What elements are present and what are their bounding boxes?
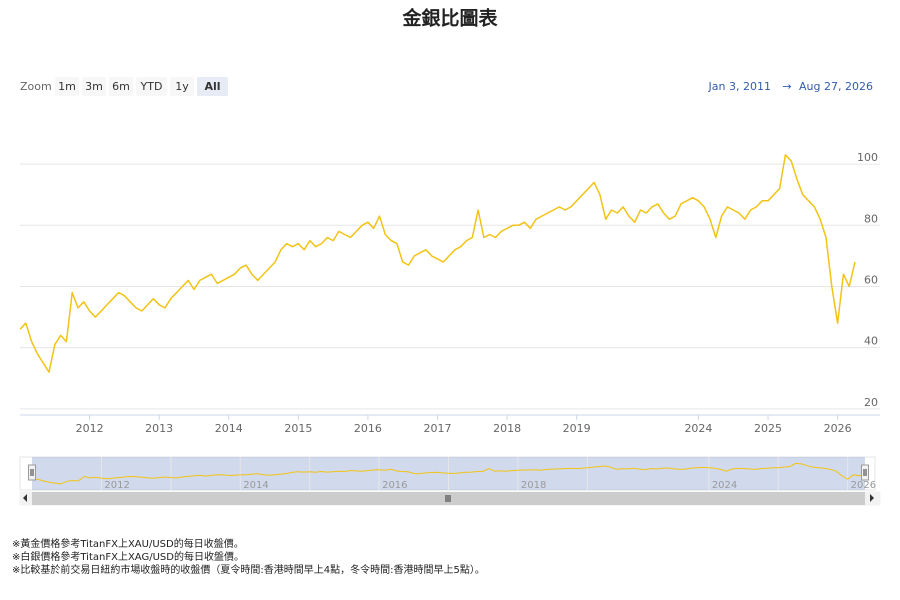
range-button[interactable]	[82, 77, 106, 96]
x-tick-label: 2018	[493, 422, 521, 435]
footnote: ※白銀價格參考TitanFX上XAG/USD的每日收盤價。	[12, 552, 244, 563]
range-button-label[interactable]: 3m	[85, 80, 103, 93]
x-tick-label: 2015	[284, 422, 312, 435]
x-tick-label: 2026	[824, 422, 852, 435]
date-to[interactable]: Aug 27, 2026	[799, 80, 873, 93]
navigator-label: 2014	[243, 480, 268, 491]
range-button-label[interactable]: YTD	[140, 80, 163, 93]
x-tick-label: 2012	[76, 422, 104, 435]
y-tick-label: 60	[864, 273, 878, 286]
x-tick-label: 2016	[354, 422, 382, 435]
range-button[interactable]	[55, 77, 79, 96]
chart: 金銀比圖表 Zoom 1m 3m 6m YTD 1y All Jan 3, 2011 → Aug …	[19, 7, 881, 506]
x-tick-label: 2017	[424, 422, 452, 435]
navigator-label: 2012	[104, 480, 129, 491]
range-button-label[interactable]: 1y	[175, 80, 189, 93]
y-tick-label: 40	[864, 335, 878, 348]
x-tick-label: 2019	[563, 422, 591, 435]
navigator-label: 2016	[382, 480, 407, 491]
scroll-left-arrow[interactable]	[23, 494, 27, 502]
footnote: ※比較基於前交易日紐約市場收盤時的收盤價（夏令時間:香港時間早上4點，冬令時間:…	[12, 565, 485, 576]
range-button-label[interactable]: 1m	[58, 80, 76, 93]
range-button[interactable]	[170, 77, 194, 96]
chart-title: 金銀比圖表	[401, 7, 498, 30]
navigator-label: 2024	[712, 480, 737, 491]
range-button[interactable]	[136, 77, 167, 96]
range-button-label[interactable]: 6m	[112, 80, 130, 93]
footnote: ※黃金價格參考TitanFX上XAU/USD的每日收盤價。	[12, 539, 244, 550]
navigator-line	[31, 462, 866, 485]
range-button[interactable]	[197, 77, 228, 96]
date-arrow: →	[782, 80, 791, 93]
zoom-label: Zoom	[20, 80, 52, 93]
footnotes: ※黃金價格參考TitanFX上XAU/USD的每日收盤價。 ※白銀價格參考Tita…	[12, 538, 485, 577]
y-tick-label: 80	[864, 212, 878, 225]
y-tick-label: 20	[864, 396, 878, 409]
scroll-right-arrow[interactable]	[870, 494, 874, 502]
x-tick-label: 2013	[145, 422, 173, 435]
y-tick-label: 100	[857, 151, 878, 164]
range-button-label[interactable]: All	[204, 80, 220, 93]
range-button[interactable]	[109, 77, 133, 96]
navigator-label: 2018	[521, 480, 546, 491]
navigator-handle[interactable]	[28, 464, 36, 481]
navigator-label: 2026	[851, 480, 876, 491]
x-tick-label: 2014	[215, 422, 243, 435]
x-tick-label: 2025	[754, 422, 782, 435]
date-from[interactable]: Jan 3, 2011	[708, 80, 771, 93]
x-tick-label: 2024	[684, 422, 712, 435]
series-line	[19, 154, 856, 373]
navigator-handle[interactable]	[861, 464, 869, 481]
